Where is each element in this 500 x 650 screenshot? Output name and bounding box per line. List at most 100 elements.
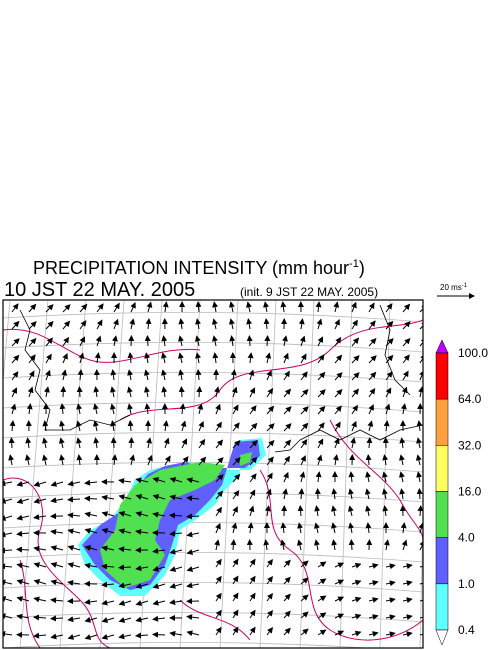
wind-arrow — [67, 634, 81, 640]
wind-arrow — [110, 437, 117, 449]
wind-arrow — [300, 422, 309, 432]
wind-arrow — [300, 611, 309, 619]
wind-arrow — [178, 369, 185, 381]
wind-arrow — [10, 403, 17, 415]
wind-arrow — [129, 318, 136, 330]
time-label: 10 JST 22 MAY. 2005 — [4, 279, 195, 301]
wind-arrow — [135, 632, 149, 639]
wind-arrow — [11, 387, 17, 398]
wind-arrow — [249, 592, 256, 602]
wind-arrow — [62, 352, 68, 364]
wind-arrow — [300, 438, 308, 449]
wind-arrow — [266, 575, 273, 585]
grid-lon — [3, 300, 11, 386]
wind-arrow — [215, 474, 224, 483]
wind-arrow — [127, 369, 133, 381]
wind-arrow — [315, 471, 322, 483]
wind-arrow — [266, 439, 275, 449]
wind-arrow — [198, 420, 204, 432]
wind-arrow — [127, 352, 134, 364]
wind-arrow — [364, 488, 371, 500]
wind-arrow — [84, 528, 98, 534]
wind-arrow — [113, 318, 119, 330]
wind-arrow — [334, 372, 343, 381]
wind-arrow — [50, 633, 64, 640]
wind-arrow — [11, 354, 20, 364]
wind-arrow — [144, 386, 150, 398]
colorbar-top — [435, 339, 449, 354]
wind-arrow — [232, 506, 238, 517]
colorbar-label: 1.0 — [458, 577, 475, 591]
wind-arrow — [16, 546, 30, 553]
wind-arrow — [178, 335, 184, 347]
wind-arrow — [215, 457, 224, 466]
colorbar-band — [435, 445, 449, 492]
wind-arrow — [50, 597, 64, 604]
wind-arrow — [419, 565, 423, 568]
wind-arrow — [144, 335, 151, 347]
wind-arrow — [385, 614, 396, 621]
wind-arrow — [314, 505, 321, 517]
wind-arrow — [135, 511, 149, 518]
wind-arrow — [16, 596, 30, 602]
wind-arrow — [27, 386, 34, 398]
wind-arrow — [33, 481, 47, 487]
wind-arrow — [152, 477, 166, 483]
wind-arrow — [351, 337, 360, 347]
wind-arrow — [232, 558, 239, 568]
wind-arrow — [186, 614, 200, 621]
wind-arrow — [3, 498, 13, 504]
wind-arrow — [215, 558, 222, 568]
wind-arrow — [266, 609, 273, 619]
wind-arrow — [333, 437, 340, 449]
wind-arrow — [45, 337, 53, 347]
wind-arrow — [266, 558, 273, 568]
wind-arrow — [300, 628, 309, 636]
wind-arrow — [67, 496, 81, 503]
wind-arrow — [94, 352, 101, 364]
wind-arrow — [195, 318, 201, 330]
wind-arrow — [118, 528, 132, 535]
wind-arrow — [419, 633, 423, 636]
wind-arrow — [67, 545, 81, 551]
wind-arrow — [334, 405, 342, 415]
wind-arrow — [265, 352, 272, 364]
wind-arrow — [3, 579, 13, 586]
wind-arrow — [351, 579, 362, 586]
wind-arrow — [214, 386, 220, 398]
wind-arrow — [161, 386, 168, 398]
wind-arrow — [93, 386, 100, 398]
wind-arrow — [76, 454, 83, 466]
wind-arrow — [45, 353, 52, 364]
wind-arrow — [33, 579, 47, 585]
wind-arrow — [248, 369, 255, 381]
wind-arrow — [28, 337, 37, 347]
wind-arrow — [280, 522, 287, 534]
wind-arrow — [84, 545, 98, 551]
wind-arrow — [382, 488, 388, 500]
wind-arrow — [3, 596, 13, 602]
wind-arrow — [177, 352, 184, 364]
wind-arrow — [211, 318, 218, 330]
wind-arrow — [169, 630, 183, 637]
colorbar-band — [435, 583, 449, 631]
wind-arrow — [283, 559, 291, 568]
wind-arrow — [11, 303, 19, 313]
wind-arrow — [419, 582, 423, 585]
wind-arrow — [368, 320, 376, 330]
wind-arrow — [198, 438, 206, 449]
wind-arrow — [298, 488, 305, 500]
wind-arrow — [62, 304, 71, 313]
wind-arrow — [314, 539, 320, 551]
wind-arrow — [8, 454, 15, 466]
wind-arrow — [152, 565, 166, 572]
wind-arrow — [50, 579, 64, 586]
map-frame — [2, 299, 424, 649]
wind-arrow — [128, 335, 135, 347]
wind-arrow — [228, 318, 235, 330]
wind-arrow — [186, 630, 200, 637]
wind-arrow — [334, 354, 343, 364]
wind-arrow — [385, 303, 393, 313]
grid-lat — [3, 311, 423, 323]
wind-arrow — [101, 528, 115, 534]
